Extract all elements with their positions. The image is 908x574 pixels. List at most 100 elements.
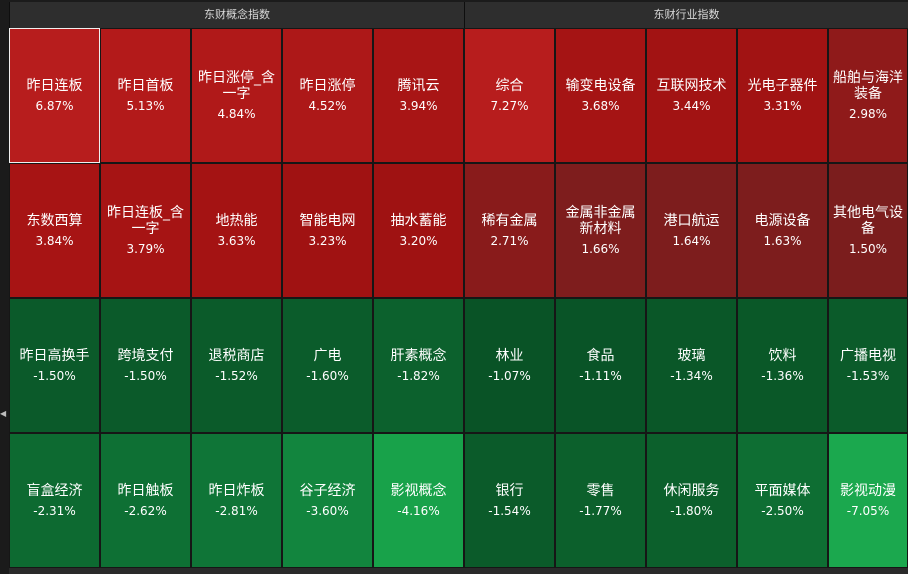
concept-tile[interactable]: 退税商店 -1.52% (191, 298, 282, 433)
tile-name: 金属非金属 新材料 (565, 205, 636, 237)
industry-index-panel: 东财行业指数 综合 7.27% 输变电设备 3.68% 互联网技术 3.44% 光电子器件 3… (464, 0, 908, 574)
industry-tile[interactable]: 广播电视 -1.53% (828, 298, 908, 433)
industry-tile[interactable]: 影视动漫 -7.05% (828, 433, 908, 568)
tile-change-percent: 7.27% (490, 99, 529, 113)
industry-tile[interactable]: 电源设备 1.63% (737, 163, 828, 298)
tile-change-percent: -7.05% (846, 504, 890, 518)
tile-change-percent: -1.77% (579, 504, 622, 518)
tile-change-percent: -4.16% (397, 504, 440, 518)
tile-change-percent: 3.68% (581, 99, 620, 113)
concept-tile[interactable]: 昨日涨停_含 一字 4.84% (191, 28, 282, 163)
bottom-scroll-strip[interactable] (9, 568, 908, 574)
industry-tile[interactable]: 零售 -1.77% (555, 433, 646, 568)
tile-change-percent: -1.52% (215, 369, 258, 383)
industry-tile[interactable]: 银行 -1.54% (464, 433, 555, 568)
tile-name: 银行 (495, 483, 524, 499)
tile-change-percent: 2.98% (848, 107, 888, 121)
concept-tile[interactable]: 肝素概念 -1.82% (373, 298, 464, 433)
industry-tile[interactable]: 食品 -1.11% (555, 298, 646, 433)
tile-change-percent: -1.36% (761, 369, 804, 383)
concept-tile[interactable]: 盲盒经济 -2.31% (9, 433, 100, 568)
tile-change-percent: -2.50% (761, 504, 804, 518)
concept-tile[interactable]: 智能电网 3.23% (282, 163, 373, 298)
concept-tile[interactable]: 昨日炸板 -2.81% (191, 433, 282, 568)
industry-tile[interactable]: 港口航运 1.64% (646, 163, 737, 298)
tile-name: 零售 (586, 483, 615, 499)
industry-tile[interactable]: 玻璃 -1.34% (646, 298, 737, 433)
tile-change-percent: -1.11% (579, 369, 622, 383)
industry-tile[interactable]: 光电子器件 3.31% (737, 28, 828, 163)
industry-tile[interactable]: 综合 7.27% (464, 28, 555, 163)
collapse-arrow-icon[interactable]: ◀ (0, 409, 7, 418)
tile-name: 退税商店 (208, 348, 265, 364)
tile-change-percent: 5.13% (126, 99, 165, 113)
tile-name: 电源设备 (754, 213, 811, 229)
tile-name: 昨日连板 (26, 78, 83, 94)
concept-tile[interactable]: 广电 -1.60% (282, 298, 373, 433)
concept-tile[interactable]: 抽水蓄能 3.20% (373, 163, 464, 298)
industry-tile[interactable]: 输变电设备 3.68% (555, 28, 646, 163)
industry-tile[interactable]: 饮料 -1.36% (737, 298, 828, 433)
tile-change-percent: 6.87% (35, 99, 74, 113)
concept-tile[interactable]: 昨日触板 -2.62% (100, 433, 191, 568)
tile-name: 地热能 (215, 213, 258, 229)
tile-change-percent: -1.07% (488, 369, 531, 383)
industry-tile[interactable]: 其他电气设 备 1.50% (828, 163, 908, 298)
tile-name: 食品 (586, 348, 615, 364)
concept-tile[interactable]: 昨日涨停 4.52% (282, 28, 373, 163)
concept-tile[interactable]: 腾讯云 3.94% (373, 28, 464, 163)
tile-name: 广播电视 (840, 348, 896, 364)
tile-change-percent: 3.23% (308, 234, 347, 248)
tile-name: 休闲服务 (663, 483, 720, 499)
concept-tile[interactable]: 昨日高换手 -1.50% (9, 298, 100, 433)
industry-tile[interactable]: 金属非金属 新材料 1.66% (555, 163, 646, 298)
tile-change-percent: -1.80% (670, 504, 713, 518)
tile-change-percent: 1.66% (581, 242, 620, 256)
concept-tile[interactable]: 地热能 3.63% (191, 163, 282, 298)
tile-name: 昨日涨停 (299, 78, 356, 94)
tile-name: 综合 (495, 78, 524, 94)
industry-tile[interactable]: 船舶与海洋 装备 2.98% (828, 28, 908, 163)
industry-tile[interactable]: 稀有金属 2.71% (464, 163, 555, 298)
concept-tile[interactable]: 影视概念 -4.16% (373, 433, 464, 568)
tile-name: 输变电设备 (565, 78, 636, 94)
concept-tile[interactable]: 跨境支付 -1.50% (100, 298, 191, 433)
tile-name: 谷子经济 (299, 483, 356, 499)
tile-name: 玻璃 (677, 348, 706, 364)
tile-name: 港口航运 (663, 213, 720, 229)
tile-name: 平面媒体 (754, 483, 811, 499)
tile-name: 跨境支付 (117, 348, 174, 364)
tile-name: 昨日涨停_含 一字 (198, 70, 275, 102)
tile-name: 船舶与海洋 装备 (833, 70, 903, 102)
tile-change-percent: -3.60% (306, 504, 349, 518)
concept-panel-title: 东财概念指数 (9, 2, 464, 28)
concept-tile[interactable]: 昨日首板 5.13% (100, 28, 191, 163)
tile-name: 光电子器件 (747, 78, 818, 94)
tile-name: 其他电气设 备 (833, 205, 903, 237)
tile-name: 广电 (313, 348, 342, 364)
tile-change-percent: -1.34% (670, 369, 713, 383)
industry-panel-title: 东财行业指数 (464, 2, 908, 28)
tile-change-percent: 1.50% (848, 242, 888, 256)
concept-tile[interactable]: 谷子经济 -3.60% (282, 433, 373, 568)
tile-name: 昨日首板 (117, 78, 174, 94)
tile-change-percent: 3.63% (217, 234, 256, 248)
tile-change-percent: -1.53% (846, 369, 890, 383)
tile-name: 盲盒经济 (26, 483, 83, 499)
industry-tile[interactable]: 林业 -1.07% (464, 298, 555, 433)
concept-tile[interactable]: 昨日连板_含 一字 3.79% (100, 163, 191, 298)
tile-name: 影视动漫 (840, 483, 896, 499)
tile-name: 互联网技术 (656, 78, 727, 94)
tile-change-percent: 4.84% (217, 107, 256, 121)
concept-tile[interactable]: 东数西算 3.84% (9, 163, 100, 298)
concept-tile[interactable]: 昨日连板 6.87% (9, 28, 100, 163)
industry-tile[interactable]: 平面媒体 -2.50% (737, 433, 828, 568)
tile-change-percent: -1.50% (33, 369, 76, 383)
tile-name: 肝素概念 (390, 348, 447, 364)
industry-tile[interactable]: 互联网技术 3.44% (646, 28, 737, 163)
tile-name: 饮料 (768, 348, 797, 364)
tile-change-percent: 3.31% (763, 99, 802, 113)
tile-change-percent: 4.52% (308, 99, 347, 113)
industry-tile[interactable]: 休闲服务 -1.80% (646, 433, 737, 568)
